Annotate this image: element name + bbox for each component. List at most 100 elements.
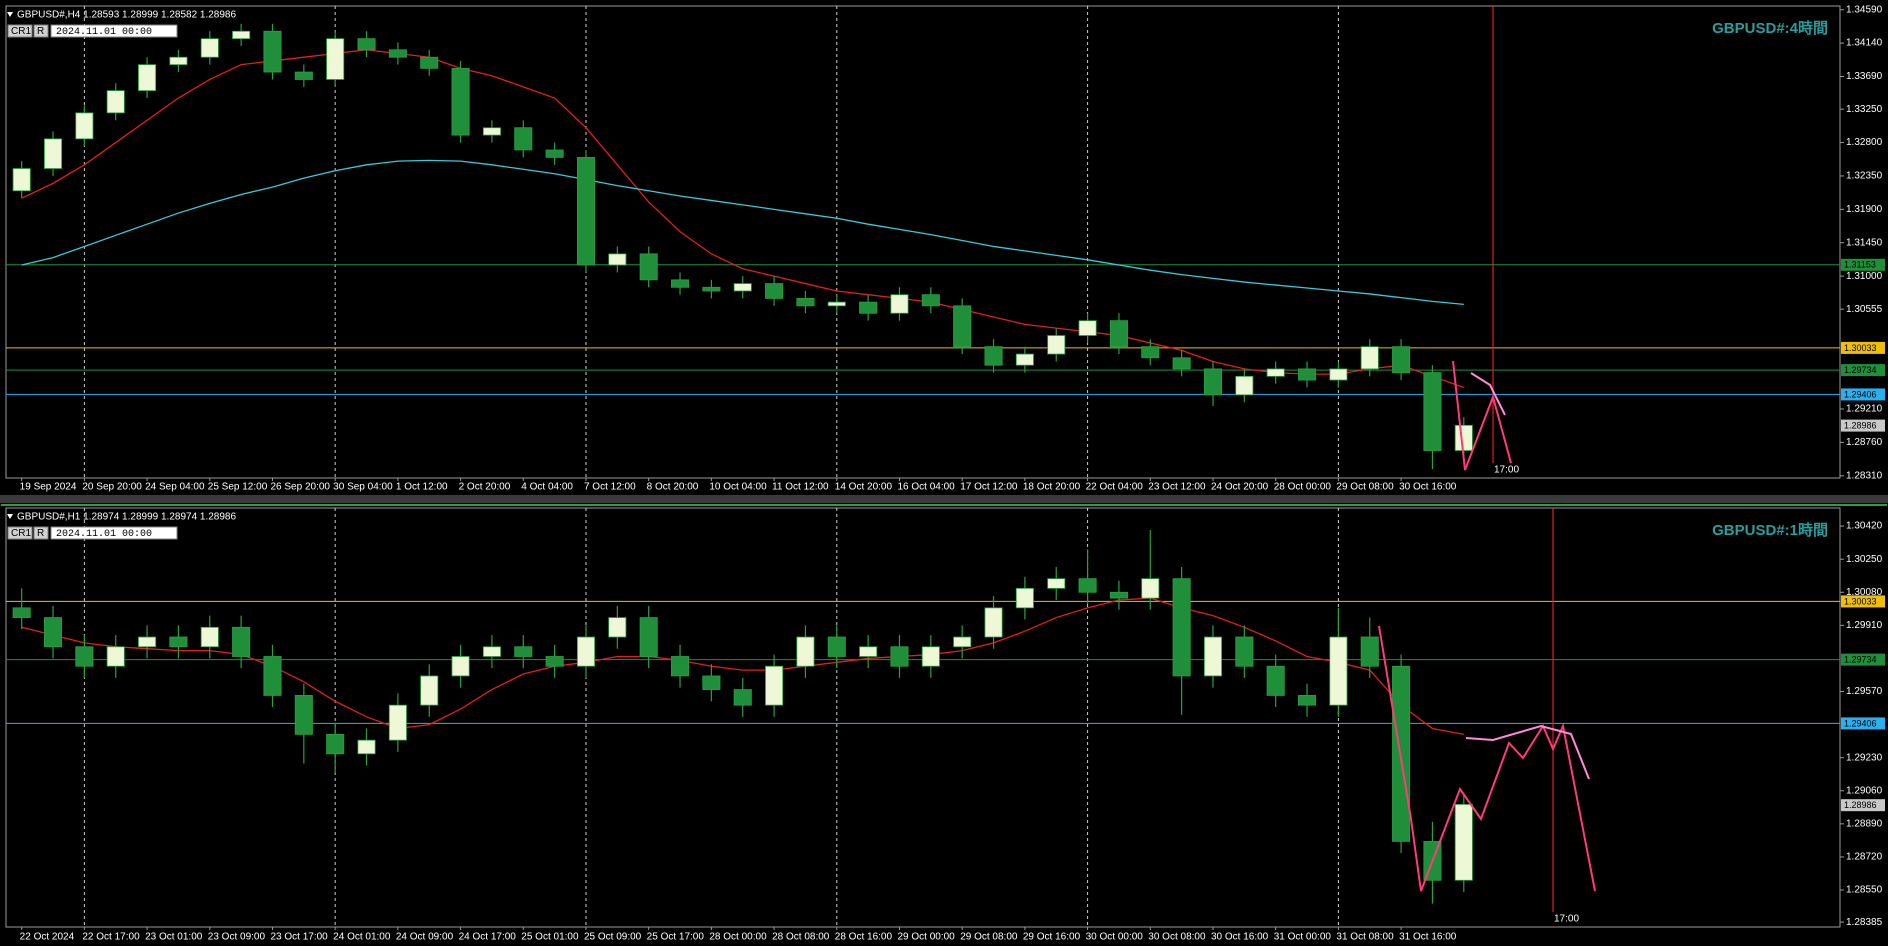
projection-curve [1470, 372, 1506, 416]
candle-body [1235, 636, 1254, 667]
candle-body [1015, 587, 1034, 609]
y-tick-label: 1.31000 [1846, 271, 1883, 282]
toolbar-button[interactable] [33, 24, 49, 38]
candle-body [326, 38, 345, 80]
candle-body [263, 30, 282, 73]
candle-body [1172, 578, 1191, 677]
x-tick-label: 11 Oct 12:00 [772, 482, 829, 493]
candle-body [294, 71, 313, 80]
candle-body [420, 675, 439, 706]
x-tick-label: 30 Oct 16:00 [1399, 482, 1457, 493]
level-label: 1.29406 [1844, 389, 1877, 399]
candle-body [953, 636, 972, 648]
candle-body [138, 636, 157, 648]
x-tick-label: 24 Oct 17:00 [459, 932, 517, 943]
y-tick-label: 1.31450 [1846, 237, 1883, 248]
candle-body [765, 283, 784, 299]
moving-average [21, 597, 1464, 735]
candle-body [1141, 346, 1160, 359]
toolbar-button-label: R [37, 528, 44, 539]
x-tick-label: 24 Oct 01:00 [333, 932, 391, 943]
toolbar-button[interactable] [7, 24, 33, 38]
date-input-text: 2024.11.01 00:00 [56, 27, 152, 38]
x-tick-label: 29 Oct 08:00 [1336, 482, 1394, 493]
candle-body [921, 646, 940, 667]
candle-body [514, 127, 533, 151]
moving-average [21, 159, 1464, 305]
candle-body [984, 346, 1003, 366]
date-input[interactable] [50, 24, 178, 38]
x-tick-label: 18 Oct 20:00 [1023, 482, 1081, 493]
y-tick-label: 1.30250 [1846, 554, 1883, 565]
symbol-header: GBPUSD#,H4 1.28593 1.28999 1.28582 1.289… [17, 10, 236, 21]
y-tick-label: 1.28720 [1846, 852, 1883, 863]
y-tick-label: 1.34140 [1846, 38, 1883, 49]
y-tick-label: 1.28760 [1846, 437, 1883, 448]
candle-body [106, 646, 125, 667]
toolbar-button-label: R [37, 26, 44, 37]
level-tag [1841, 717, 1885, 730]
y-tick-label: 1.29230 [1846, 752, 1883, 763]
x-tick-label: 22 Oct 17:00 [82, 932, 140, 943]
x-tick-label: 8 Oct 20:00 [647, 482, 699, 493]
candle-body [169, 636, 188, 648]
candle-body [169, 56, 188, 66]
y-tick-label: 1.28310 [1846, 470, 1883, 481]
candle-body [639, 253, 658, 281]
y-tick-label: 1.32800 [1846, 137, 1883, 148]
date-input-text: 2024.11.01 00:00 [56, 529, 152, 540]
level-label: 1.29734 [1844, 365, 1877, 375]
cursor-tag-bg [1491, 463, 1521, 477]
cursor-label: 17:00 [1494, 465, 1519, 476]
level-tag [1841, 653, 1885, 666]
candle-body [357, 38, 376, 51]
toolbar-button-label: CR1 [11, 528, 31, 539]
toolbar-button[interactable] [7, 526, 33, 540]
candle-body [984, 607, 1003, 638]
y-tick-label: 1.28890 [1846, 818, 1883, 829]
level-label: 1.30033 [1844, 343, 1877, 353]
candle-body [827, 636, 846, 657]
y-tick-label: 1.30420 [1846, 521, 1883, 532]
cursor-label: 17:00 [1554, 914, 1579, 925]
x-tick-label: 28 Oct 16:00 [835, 932, 893, 943]
candle-body [326, 733, 345, 755]
candle-body [357, 739, 376, 755]
y-tick-label: 1.28550 [1846, 885, 1883, 896]
candle-body [200, 38, 219, 58]
panel-separator [0, 495, 1888, 503]
candle-body [1360, 636, 1379, 667]
y-tick-label: 1.28385 [1846, 917, 1883, 928]
x-tick-label: 20 Sep 20:00 [82, 482, 142, 493]
y-tick-label: 1.33250 [1846, 104, 1883, 115]
candle-body [1329, 636, 1348, 706]
candle-body [482, 127, 501, 136]
level-tag [1841, 258, 1885, 271]
candle-body [232, 626, 251, 657]
toolbar-button-label: CR1 [11, 26, 31, 37]
symbol-header: GBPUSD#,H1 1.28974 1.28999 1.28974 1.289… [17, 512, 236, 523]
candle-body [1109, 591, 1128, 599]
x-tick-label: 25 Oct 09:00 [584, 932, 642, 943]
x-tick-label: 22 Oct 2024 [20, 932, 75, 943]
date-input[interactable] [50, 526, 178, 540]
candle-body [796, 298, 815, 307]
candle-body [1109, 320, 1128, 348]
x-tick-label: 25 Oct 01:00 [521, 932, 579, 943]
header-arrow [7, 514, 13, 519]
level-tag [1841, 419, 1885, 432]
candle-body [1329, 368, 1348, 381]
candle-body [1078, 320, 1097, 336]
x-tick-label: 4 Oct 04:00 [521, 482, 573, 493]
candle-body [388, 49, 407, 58]
x-tick-label: 19 Sep 2024 [20, 482, 77, 493]
y-tick-label: 1.34590 [1846, 4, 1883, 15]
candle-body [1454, 424, 1473, 451]
header-arrow [7, 12, 13, 17]
candle-body [1015, 353, 1034, 366]
candle-body [1454, 803, 1473, 881]
x-tick-label: 23 Oct 17:00 [270, 932, 328, 943]
toolbar-button[interactable] [33, 526, 49, 540]
x-tick-label: 24 Oct 20:00 [1211, 482, 1269, 493]
candle-body [1298, 368, 1317, 381]
